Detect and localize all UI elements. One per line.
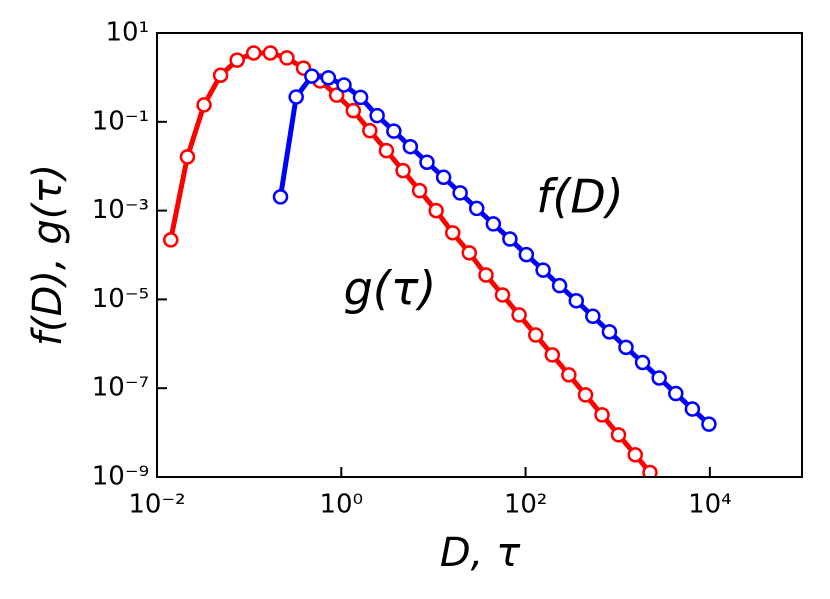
- marker: [196, 97, 212, 113]
- marker: [544, 347, 561, 363]
- y-tick-label: 10¹: [105, 18, 149, 48]
- marker: [336, 77, 352, 93]
- marker: [478, 267, 494, 283]
- annotation: g(τ): [344, 262, 437, 316]
- y-tick-label: 10⁻⁷: [92, 373, 149, 403]
- y-axis-label: f(D), g(τ): [25, 164, 71, 346]
- x-tick-label: 10²: [504, 490, 548, 520]
- marker: [585, 308, 601, 325]
- x-tick-label: 10⁴: [688, 490, 732, 520]
- marker: [369, 107, 385, 124]
- marker: [419, 154, 435, 170]
- marker: [245, 45, 262, 61]
- plot-frame: [156, 32, 803, 478]
- marker: [594, 407, 610, 423]
- y-tick-label: 10⁻⁵: [92, 284, 149, 314]
- marker: [610, 427, 627, 443]
- y-tick-label: 10⁻⁹: [92, 462, 149, 492]
- marker: [485, 216, 502, 232]
- marker: [288, 89, 304, 105]
- marker: [272, 189, 289, 205]
- marker: [642, 464, 658, 477]
- marker: [668, 385, 684, 402]
- marker: [352, 89, 369, 106]
- marker: [402, 138, 419, 155]
- marker: [395, 162, 411, 179]
- marker: [494, 287, 511, 303]
- marker: [561, 367, 577, 383]
- marker: [634, 354, 651, 371]
- marker: [468, 200, 485, 217]
- marker: [279, 50, 295, 66]
- marker: [651, 370, 667, 386]
- marker: [428, 202, 444, 219]
- marker: [435, 169, 452, 186]
- marker: [502, 231, 518, 247]
- marker: [577, 387, 594, 403]
- marker: [528, 327, 544, 343]
- marker: [328, 87, 345, 103]
- marker: [386, 123, 402, 139]
- series-line: [278, 73, 711, 426]
- plot-area: [162, 45, 717, 477]
- marker: [452, 185, 468, 201]
- marker: [518, 246, 535, 263]
- y-tick-label: 10⁻¹: [92, 106, 149, 136]
- marker: [535, 262, 551, 278]
- x-tick-label: 10⁰: [320, 490, 364, 520]
- marker: [320, 70, 337, 86]
- y-tick-label: 10⁻³: [92, 195, 149, 225]
- marker: [362, 122, 378, 139]
- x-axis-label: D, τ: [440, 530, 521, 576]
- marker: [162, 232, 179, 248]
- marker: [461, 245, 478, 261]
- marker: [627, 447, 644, 463]
- marker: [304, 68, 320, 84]
- marker: [684, 401, 701, 417]
- marker: [229, 52, 245, 68]
- marker: [262, 45, 279, 61]
- marker: [179, 149, 196, 165]
- annotation: f(D): [536, 170, 624, 224]
- marker: [212, 67, 229, 83]
- marker: [444, 225, 461, 241]
- marker: [701, 416, 717, 432]
- marker: [345, 102, 362, 119]
- marker: [511, 307, 527, 323]
- marker: [378, 142, 395, 159]
- marker: [568, 292, 585, 309]
- marker: [411, 182, 428, 199]
- marker: [551, 277, 568, 294]
- marker: [601, 324, 618, 340]
- x-tick-label: 10⁻²: [128, 490, 185, 520]
- marker: [618, 339, 634, 356]
